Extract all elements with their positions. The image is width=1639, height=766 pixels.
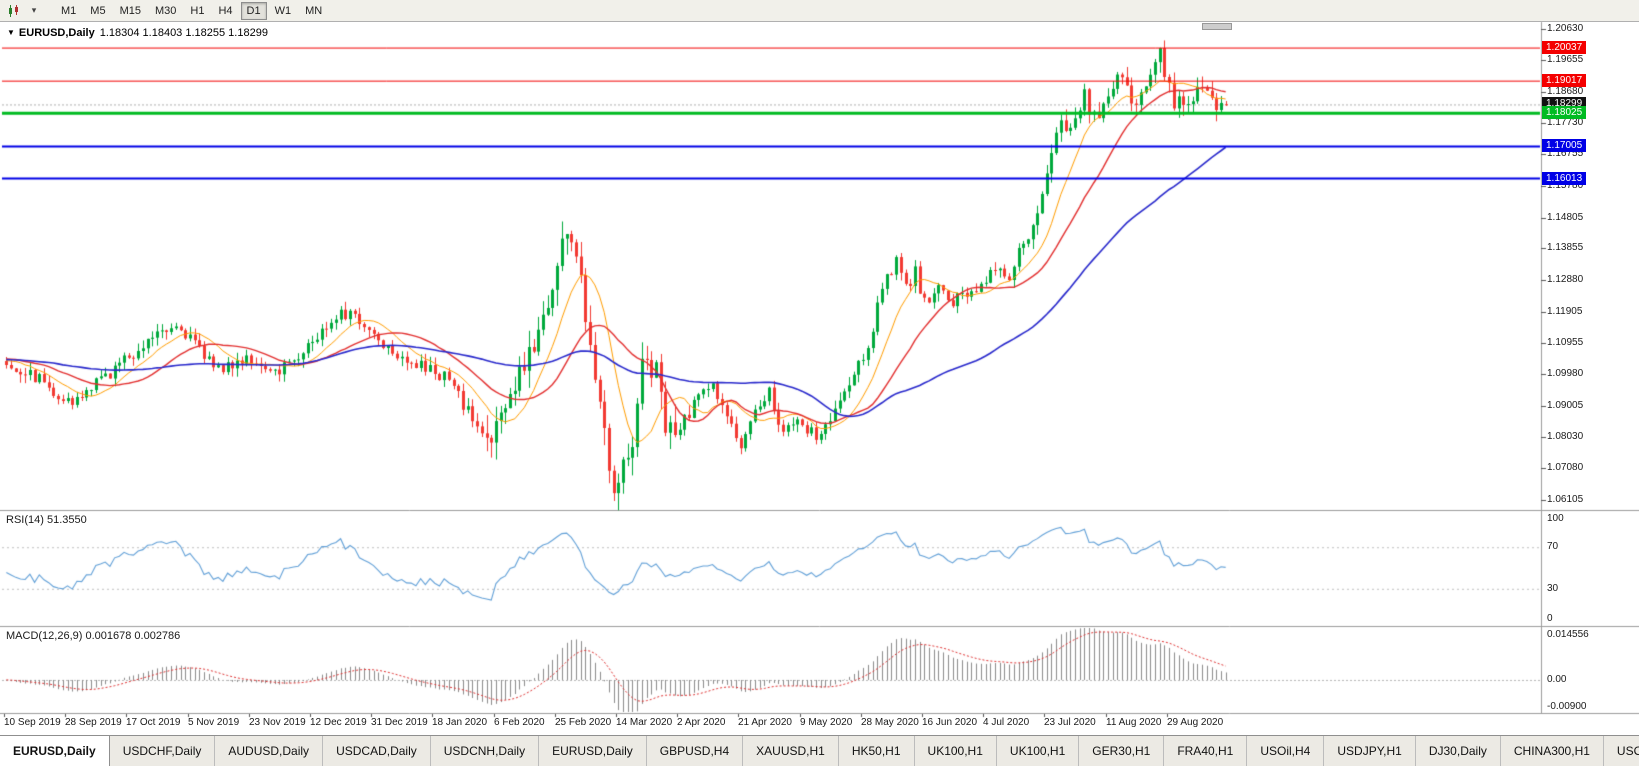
- hline-price-tag[interactable]: 1.16013: [1542, 172, 1587, 185]
- tab-usoil-h1[interactable]: USOil,H1: [1603, 736, 1639, 766]
- hline-price-tag[interactable]: 1.17005: [1542, 139, 1587, 152]
- tab-uk100-h1[interactable]: UK100,H1: [996, 736, 1080, 766]
- date-label: 25 Feb 2020: [555, 717, 612, 728]
- timeframe-mn[interactable]: MN: [305, 4, 323, 17]
- tab-uk100-h1[interactable]: UK100,H1: [914, 736, 997, 766]
- price-axis-tick: 1.19655: [1547, 54, 1584, 65]
- price-axis-tick: 1.06105: [1547, 494, 1584, 505]
- price-axis-tick: 1.12880: [1547, 274, 1584, 285]
- chart-hscrollbar-thumb[interactable]: [1202, 23, 1232, 30]
- timeframe-m30[interactable]: M30: [154, 4, 177, 17]
- tab-usdcad-daily[interactable]: USDCAD,Daily: [323, 736, 431, 766]
- timeframe-d1[interactable]: D1: [240, 1, 267, 20]
- chart-title: ▼ EURUSD,Daily 1.18304 1.18403 1.18255 1.1…: [7, 27, 268, 39]
- price-axis-tick: 1.16755: [1547, 148, 1584, 159]
- price-axis-tick: 1.09980: [1547, 368, 1584, 379]
- tab-audusd-daily[interactable]: AUDUSD,Daily: [215, 736, 324, 766]
- tab-gbpusd-h4[interactable]: GBPUSD,H4: [646, 736, 744, 766]
- timeframe-m5[interactable]: M5: [90, 4, 106, 17]
- rsi-axis-tick: 70: [1547, 541, 1559, 552]
- timeframe-m15[interactable]: M15: [119, 4, 141, 17]
- date-label: 31 Dec 2019: [371, 717, 428, 728]
- date-label: 4 Jul 2020: [983, 717, 1030, 728]
- timeframe-w1[interactable]: W1: [274, 4, 292, 17]
- price-axis-tick: 1.09005: [1547, 400, 1584, 411]
- rsi-axis-tick: 100: [1547, 513, 1564, 524]
- ohlc-values: 1.18304 1.18403 1.18255 1.18299: [99, 27, 268, 39]
- hline-price-tag[interactable]: 1.18025: [1542, 106, 1587, 119]
- price-axis-tick: 1.10955: [1547, 337, 1584, 348]
- date-label: 11 Aug 2020: [1106, 717, 1162, 728]
- price-axis-tick: 1.14805: [1547, 212, 1584, 223]
- price-axis-tick: 1.11905: [1547, 306, 1583, 317]
- date-label: 29 Aug 2020: [1167, 717, 1224, 728]
- date-label: 21 Apr 2020: [738, 717, 792, 728]
- price-axis-tick: 1.17730: [1547, 117, 1584, 128]
- tab-dj30-daily[interactable]: DJ30,Daily: [1415, 736, 1501, 766]
- tab-usdjpy-h1[interactable]: USDJPY,H1: [1324, 736, 1416, 766]
- date-label: 14 Mar 2020: [616, 717, 673, 728]
- price-axis-tick: 1.08030: [1547, 431, 1584, 442]
- date-label: 12 Dec 2019: [310, 717, 367, 728]
- rsi-label: RSI(14) 51.3550: [6, 514, 87, 526]
- date-label: 23 Jul 2020: [1044, 717, 1096, 728]
- date-label: 17 Oct 2019: [126, 717, 181, 728]
- price-axis-tick: 1.13855: [1547, 242, 1584, 253]
- tab-china300-h1[interactable]: CHINA300,H1: [1500, 736, 1604, 766]
- hline-price-tag[interactable]: 1.19017: [1542, 74, 1587, 87]
- chevron-down-icon[interactable]: ▾: [31, 5, 37, 15]
- timeframe-m1[interactable]: M1: [61, 4, 77, 17]
- price-axis-tick: 1.20630: [1547, 23, 1584, 34]
- date-label: 18 Jan 2020: [432, 717, 488, 728]
- tab-fra40-h1[interactable]: FRA40,H1: [1164, 736, 1248, 766]
- tab-hk50-h1[interactable]: HK50,H1: [838, 736, 915, 766]
- symbol-name: EURUSD,Daily: [18, 27, 95, 39]
- date-label: 9 May 2020: [800, 717, 853, 728]
- tab-eurusd-daily[interactable]: EURUSD,Daily: [0, 736, 110, 766]
- timeframe-h4[interactable]: H4: [218, 4, 233, 17]
- date-label: 6 Feb 2020: [494, 717, 545, 728]
- date-label: 10 Sep 2019: [4, 717, 61, 728]
- macd-axis-tick: 0.00: [1547, 674, 1567, 685]
- tab-ger30-h1[interactable]: GER30,H1: [1079, 736, 1165, 766]
- macd-label: MACD(12,26,9) 0.001678 0.002786: [6, 630, 181, 642]
- rsi-axis-tick: 30: [1547, 583, 1559, 594]
- tab-eurusd-daily[interactable]: EURUSD,Daily: [539, 736, 647, 766]
- date-label: 16 Jun 2020: [922, 717, 978, 728]
- collapse-arrow-icon[interactable]: ▼: [7, 28, 15, 37]
- price-axis-tick: 1.15780: [1547, 180, 1584, 191]
- rsi-axis-tick: 0: [1547, 613, 1553, 624]
- candlestick-chart-icon[interactable]: [4, 2, 24, 20]
- timeframe-buttons: M1 M5 M15 M30 H1 H4 D1 W1 MN: [54, 1, 329, 20]
- chart-tab-bar: EURUSD,Daily USDCHF,Daily AUDUSD,Daily USDC…: [0, 735, 1639, 766]
- date-label: 28 May 2020: [861, 717, 919, 728]
- macd-axis-tick: 0.014556: [1547, 629, 1589, 640]
- tab-xauusd-h1[interactable]: XAUUSD,H1: [743, 736, 839, 766]
- date-label: 23 Nov 2019: [249, 717, 306, 728]
- price-axis-tick: 1.07080: [1547, 462, 1584, 473]
- tab-usdcnh-daily[interactable]: USDCNH,Daily: [430, 736, 540, 766]
- date-label: 28 Sep 2019: [65, 717, 122, 728]
- date-label: 5 Nov 2019: [188, 717, 240, 728]
- hline-price-tag[interactable]: 1.20037: [1542, 41, 1587, 54]
- timeframe-toolbar: ▾ M1 M5 M15 M30 H1 H4 D1 W1 MN: [0, 0, 1639, 22]
- date-label: 2 Apr 2020: [677, 717, 726, 728]
- price-axis-tick: 1.18680: [1547, 86, 1584, 97]
- tab-usdchf-daily[interactable]: USDCHF,Daily: [109, 736, 216, 766]
- macd-axis-tick: -0.00900: [1547, 701, 1587, 712]
- timeframe-h1[interactable]: H1: [190, 4, 205, 17]
- tab-usoil-h4[interactable]: USOil,H4: [1247, 736, 1325, 766]
